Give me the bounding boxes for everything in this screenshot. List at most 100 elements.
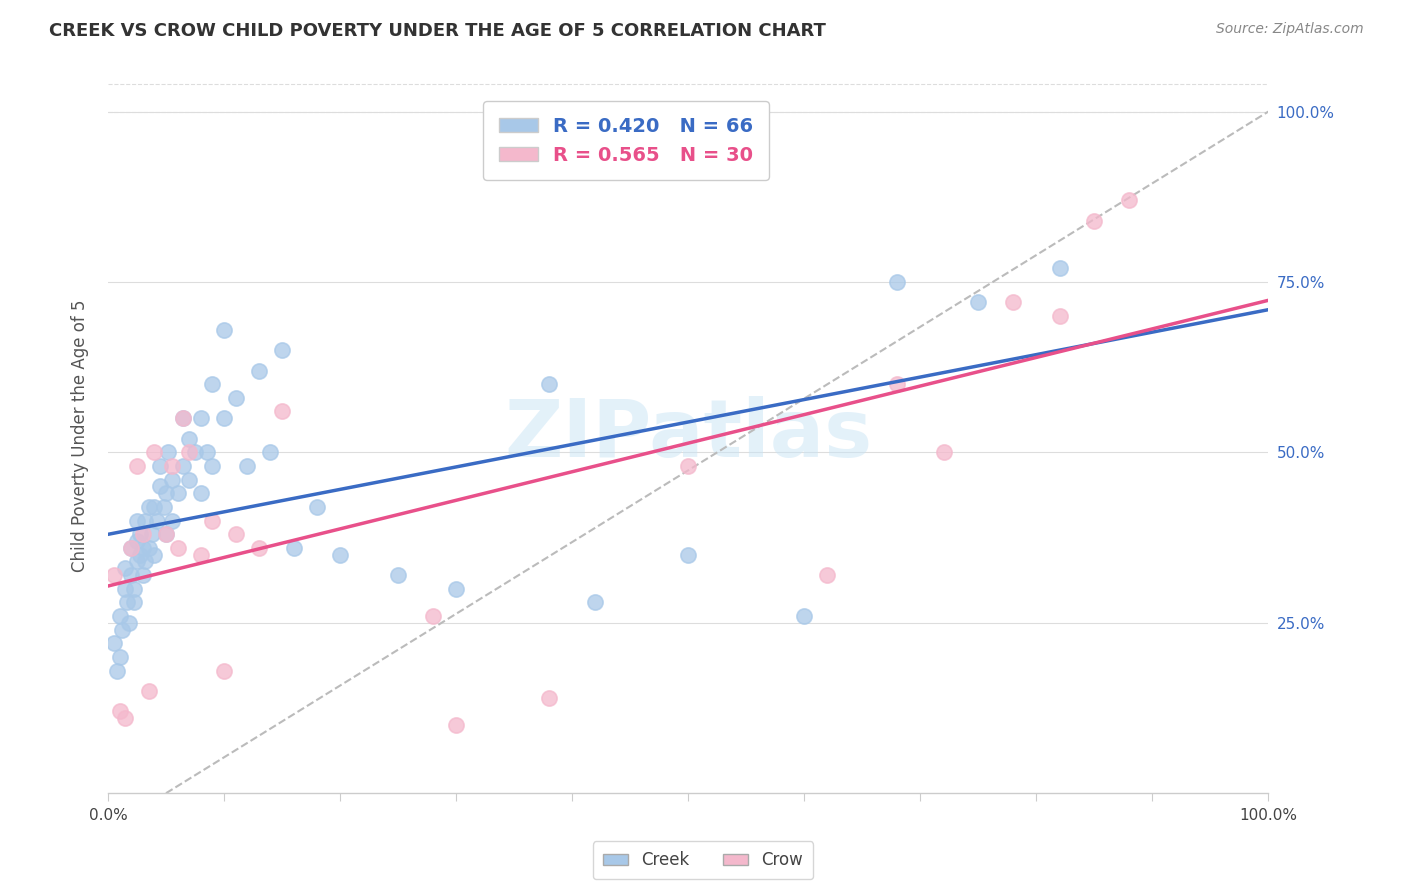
Point: [149, 479, 172, 493]
Point: [125, 533, 148, 548]
Point: [134, 514, 156, 528]
Point: [132, 541, 155, 555]
Point: [537, 377, 560, 392]
Point: [114, 711, 136, 725]
Point: [537, 690, 560, 705]
Point: [120, 541, 142, 555]
Point: [143, 548, 166, 562]
Point: [387, 568, 409, 582]
Point: [247, 541, 270, 555]
Point: [195, 445, 218, 459]
Point: [122, 582, 145, 596]
Point: [143, 445, 166, 459]
Point: [225, 391, 247, 405]
Point: [120, 541, 142, 555]
Point: [141, 527, 163, 541]
Point: [212, 323, 235, 337]
Point: [422, 609, 444, 624]
Legend: Creek, Crow: Creek, Crow: [593, 841, 813, 880]
Point: [271, 404, 294, 418]
Text: ZIPatlas: ZIPatlas: [505, 396, 872, 475]
Point: [129, 548, 152, 562]
Point: [190, 486, 212, 500]
Point: [166, 486, 188, 500]
Point: [155, 527, 177, 541]
Point: [103, 568, 125, 582]
Point: [138, 500, 160, 514]
Point: [190, 548, 212, 562]
Point: [103, 636, 125, 650]
Point: [160, 458, 183, 473]
Point: [157, 445, 180, 459]
Point: [132, 527, 155, 541]
Point: [444, 718, 467, 732]
Point: [111, 623, 134, 637]
Point: [1049, 261, 1071, 276]
Point: [166, 541, 188, 555]
Point: [108, 705, 131, 719]
Point: [201, 458, 224, 473]
Point: [247, 363, 270, 377]
Point: [160, 473, 183, 487]
Point: [817, 568, 839, 582]
Point: [886, 275, 908, 289]
Point: [1002, 295, 1025, 310]
Point: [152, 500, 174, 514]
Point: [583, 595, 606, 609]
Point: [271, 343, 294, 358]
Point: [125, 458, 148, 473]
Point: [108, 649, 131, 664]
Point: [179, 432, 201, 446]
Point: [212, 664, 235, 678]
Point: [676, 458, 699, 473]
Point: [212, 411, 235, 425]
Text: Source: ZipAtlas.com: Source: ZipAtlas.com: [1216, 22, 1364, 37]
Point: [125, 514, 148, 528]
Point: [138, 684, 160, 698]
Point: [886, 377, 908, 392]
Point: [145, 514, 167, 528]
Point: [120, 568, 142, 582]
Point: [225, 527, 247, 541]
Point: [179, 445, 201, 459]
Point: [118, 615, 141, 630]
Point: [201, 377, 224, 392]
Point: [283, 541, 305, 555]
Point: [1049, 309, 1071, 323]
Text: CREEK VS CROW CHILD POVERTY UNDER THE AGE OF 5 CORRELATION CHART: CREEK VS CROW CHILD POVERTY UNDER THE AG…: [49, 22, 827, 40]
Point: [129, 527, 152, 541]
Point: [305, 500, 328, 514]
Point: [259, 445, 281, 459]
Point: [179, 473, 201, 487]
Y-axis label: Child Poverty Under the Age of 5: Child Poverty Under the Age of 5: [72, 299, 89, 572]
Point: [172, 411, 194, 425]
Point: [201, 514, 224, 528]
Point: [967, 295, 990, 310]
Point: [190, 411, 212, 425]
Point: [125, 554, 148, 568]
Point: [114, 561, 136, 575]
Point: [149, 458, 172, 473]
Point: [329, 548, 352, 562]
Point: [184, 445, 207, 459]
Legend: R = 0.420   N = 66, R = 0.565   N = 30: R = 0.420 N = 66, R = 0.565 N = 30: [484, 102, 769, 180]
Point: [122, 595, 145, 609]
Point: [115, 595, 138, 609]
Point: [172, 458, 194, 473]
Point: [134, 554, 156, 568]
Point: [1118, 193, 1140, 207]
Point: [172, 411, 194, 425]
Point: [236, 458, 259, 473]
Point: [676, 548, 699, 562]
Point: [114, 582, 136, 596]
Point: [143, 500, 166, 514]
Point: [793, 609, 815, 624]
Point: [932, 445, 955, 459]
Point: [105, 664, 128, 678]
Point: [1083, 213, 1105, 227]
Point: [444, 582, 467, 596]
Point: [160, 514, 183, 528]
Point: [155, 486, 177, 500]
Point: [132, 568, 155, 582]
Point: [155, 527, 177, 541]
